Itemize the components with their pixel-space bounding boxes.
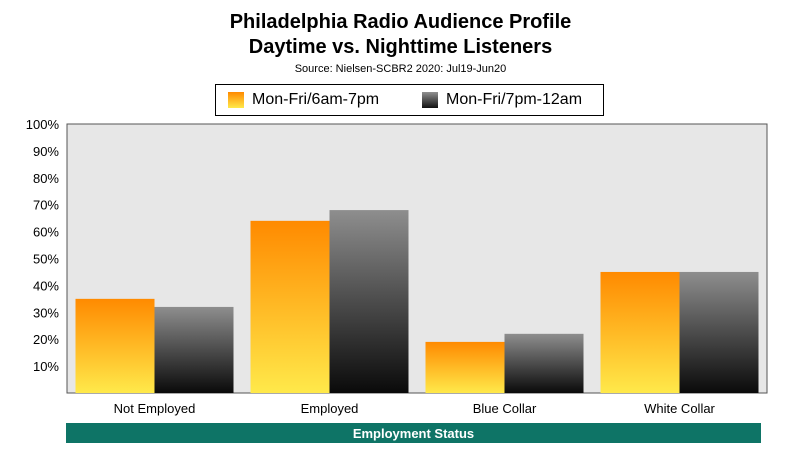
- y-tick-label: 90%: [33, 144, 59, 159]
- x-tick-label: Blue Collar: [473, 401, 537, 416]
- y-tick-label: 40%: [33, 278, 59, 293]
- bar-nighttime: [329, 210, 409, 393]
- chart-legend: Mon-Fri/6am-7pm Mon-Fri/7pm-12am: [215, 84, 604, 116]
- y-tick-label: 20%: [33, 332, 59, 347]
- y-tick-label: 10%: [33, 359, 59, 374]
- legend-label-daytime: Mon-Fri/6am-7pm: [252, 91, 380, 108]
- x-axis: Not Employed Employed Blue Collar White Col…: [114, 401, 716, 416]
- bar-daytime: [600, 271, 680, 393]
- x-axis-title: Employment Status: [66, 423, 761, 443]
- bar-nighttime: [504, 333, 584, 393]
- bar-nighttime: [679, 271, 759, 393]
- legend-item-nighttime: Mon-Fri/7pm-12am: [422, 85, 582, 115]
- bar-nighttime: [154, 306, 234, 393]
- x-tick-label: Not Employed: [114, 401, 196, 416]
- y-tick-label: 60%: [33, 225, 59, 240]
- legend-swatch-daytime: [228, 92, 244, 108]
- y-tick-label: 100%: [26, 117, 60, 132]
- x-tick-label: White Collar: [644, 401, 715, 416]
- y-tick-label: 50%: [33, 252, 59, 267]
- legend-item-daytime: Mon-Fri/6am-7pm: [228, 85, 379, 115]
- legend-swatch-nighttime: [422, 92, 438, 108]
- chart-title: Philadelphia Radio Audience Profile: [229, 11, 572, 33]
- bar-daytime: [250, 220, 330, 393]
- bar-daytime: [425, 341, 505, 393]
- y-tick-label: 30%: [33, 305, 59, 320]
- bars: [75, 210, 759, 393]
- x-tick-label: Employed: [301, 401, 359, 416]
- bar-daytime: [75, 298, 155, 393]
- y-axis: 10% 20% 30% 40% 50% 60% 70% 80% 90% 100%: [26, 117, 60, 374]
- legend-label-nighttime: Mon-Fri/7pm-12am: [446, 91, 583, 108]
- chart-subtitle: Daytime vs. Nighttime Listeners: [248, 36, 553, 58]
- chart-source: Source: Nielsen-SCBR2 2020: Jul19-Jun20: [294, 63, 507, 75]
- y-tick-label: 80%: [33, 171, 59, 186]
- y-tick-label: 70%: [33, 198, 59, 213]
